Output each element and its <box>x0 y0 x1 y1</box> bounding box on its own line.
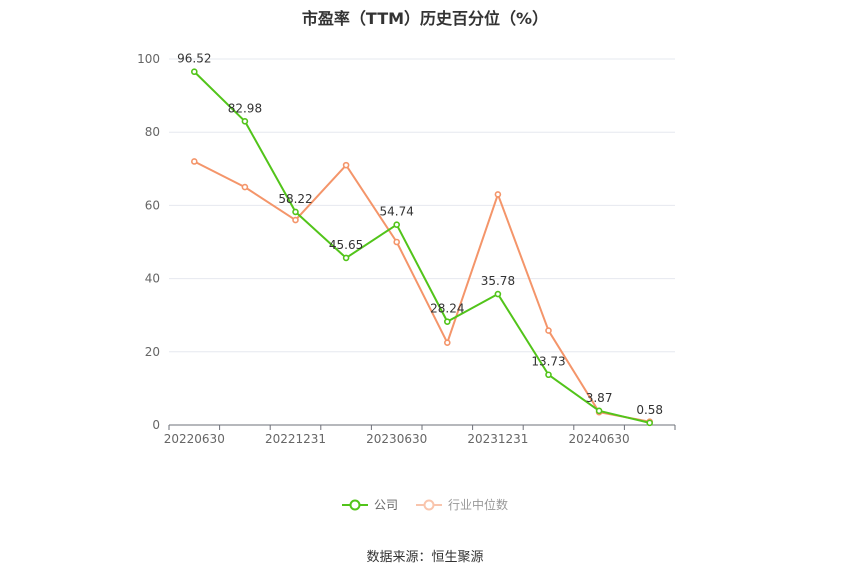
data-label: 35.78 <box>481 274 515 288</box>
y-tick-label: 100 <box>137 52 160 66</box>
data-point-company <box>342 254 350 262</box>
x-tick-label: 20220630 <box>164 432 225 446</box>
series-line-industry-median <box>193 160 650 423</box>
y-tick-label: 80 <box>145 125 160 139</box>
chart-title: 市盈率（TTM）历史百分位（%） <box>301 9 549 28</box>
y-tick-label: 40 <box>145 272 160 286</box>
data-label: 54.74 <box>380 205 414 219</box>
data-label: 13.73 <box>531 355 565 369</box>
data-label: 58.22 <box>278 192 312 206</box>
legend-label-company: 公司 <box>373 498 398 512</box>
legend-item-company[interactable]: 公司 <box>341 496 398 513</box>
source-note: 数据来源：恒生聚源 <box>366 550 484 565</box>
data-point-company <box>241 117 249 125</box>
data-point-industry-median <box>443 339 451 346</box>
data-label: 82.98 <box>228 101 262 115</box>
data-label: 96.52 <box>177 52 211 66</box>
data-point-company <box>443 318 451 325</box>
data-point-industry-median <box>494 191 502 198</box>
data-point-company <box>545 371 552 379</box>
legend-marker-industry-median <box>416 499 442 510</box>
x-tick-label: 20221231 <box>265 432 326 446</box>
series-line-company <box>193 71 650 424</box>
y-tick-label: 60 <box>145 198 160 212</box>
y-tick-label: 0 <box>152 418 160 432</box>
x-tick-label: 20240630 <box>569 432 630 446</box>
legend-label-industry-median: 行业中位数 <box>448 498 509 512</box>
data-point-industry-median <box>545 327 552 334</box>
data-point-company <box>393 221 401 228</box>
data-label: 45.65 <box>329 238 363 252</box>
data-point-industry-median <box>393 238 401 246</box>
data-point-industry-median <box>191 158 198 165</box>
data-point-company <box>595 407 603 415</box>
data-point-company <box>191 68 198 76</box>
x-tick-label: 20230630 <box>366 432 427 446</box>
data-point-industry-median <box>292 216 299 224</box>
data-label: 3.87 <box>586 391 613 405</box>
legend: 公司 行业中位数 <box>0 496 850 513</box>
legend-item-industry-median[interactable]: 行业中位数 <box>416 496 508 513</box>
data-point-company <box>292 208 299 216</box>
data-label: 28.24 <box>430 302 464 316</box>
legend-marker-company <box>341 499 368 510</box>
data-point-industry-median <box>342 161 350 169</box>
data-label: 0.58 <box>636 403 663 417</box>
y-tick-label: 20 <box>145 345 160 359</box>
x-tick-label: 20231231 <box>467 432 528 446</box>
data-point-company <box>494 290 502 298</box>
data-point-company <box>646 419 654 427</box>
data-point-industry-median <box>241 183 249 191</box>
